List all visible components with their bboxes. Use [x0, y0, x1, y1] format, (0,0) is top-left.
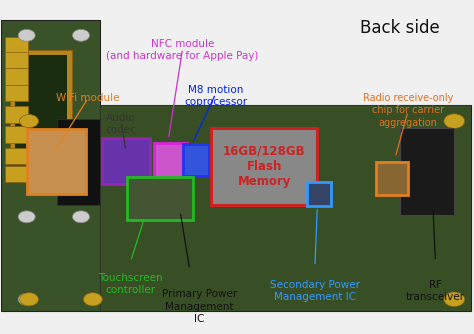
- Bar: [128, 177, 193, 220]
- Circle shape: [19, 115, 38, 128]
- Text: NFC module
(and hardware for Apple Pay): NFC module (and hardware for Apple Pay): [107, 39, 259, 61]
- Bar: [0, 20, 100, 311]
- Bar: [154, 143, 187, 180]
- Text: 16GB/128GB
Flash
Memory: 16GB/128GB Flash Memory: [223, 145, 306, 188]
- FancyBboxPatch shape: [10, 50, 72, 156]
- Circle shape: [18, 29, 35, 41]
- Bar: [57, 120, 100, 205]
- Bar: [5, 166, 28, 182]
- Bar: [5, 37, 28, 53]
- Bar: [5, 68, 28, 85]
- Bar: [182, 144, 209, 176]
- Text: Audio
codec: Audio codec: [106, 113, 137, 135]
- Text: WiFi module: WiFi module: [56, 93, 120, 103]
- Circle shape: [444, 292, 465, 307]
- Bar: [400, 128, 454, 215]
- Text: M8 motion
coprocessor: M8 motion coprocessor: [184, 85, 247, 107]
- Circle shape: [73, 29, 90, 41]
- Bar: [211, 128, 317, 205]
- Bar: [100, 105, 471, 311]
- Text: Primary Power
Management
IC: Primary Power Management IC: [162, 289, 237, 324]
- Bar: [307, 182, 331, 206]
- Bar: [102, 138, 149, 184]
- Bar: [5, 85, 28, 101]
- Bar: [5, 52, 28, 68]
- Bar: [15, 55, 67, 151]
- Text: RF
transceiver: RF transceiver: [406, 280, 465, 302]
- Text: Touchscreen
controller: Touchscreen controller: [98, 273, 163, 295]
- Circle shape: [83, 293, 102, 306]
- Bar: [376, 162, 408, 195]
- Text: Back side: Back side: [360, 19, 440, 37]
- Circle shape: [18, 293, 35, 305]
- Circle shape: [73, 211, 90, 223]
- Bar: [100, 105, 471, 311]
- Bar: [5, 106, 28, 123]
- Bar: [5, 148, 28, 164]
- Bar: [27, 129, 86, 194]
- Text: Radio receive-only
chip for carrier
aggregation: Radio receive-only chip for carrier aggr…: [363, 93, 453, 128]
- Circle shape: [18, 211, 35, 223]
- Bar: [5, 126, 28, 143]
- Circle shape: [19, 293, 38, 306]
- Text: Secondary Power
Management IC: Secondary Power Management IC: [270, 280, 360, 302]
- Circle shape: [444, 114, 465, 128]
